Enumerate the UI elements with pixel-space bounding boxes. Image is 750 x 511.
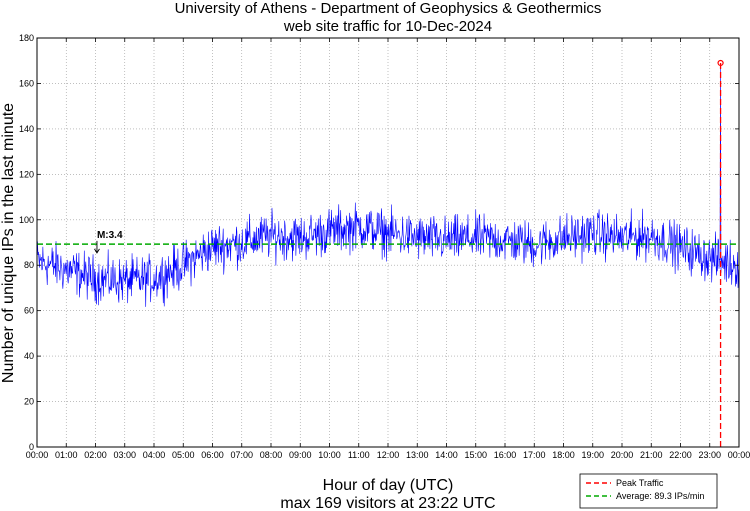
x-tick-label: 00:00 xyxy=(26,450,49,460)
x-tick-label: 21:00 xyxy=(640,450,663,460)
x-tick-label: 02:00 xyxy=(84,450,107,460)
y-tick-label: 40 xyxy=(24,351,34,361)
x-tick-label: 10:00 xyxy=(318,450,341,460)
x-tick-label: 16:00 xyxy=(494,450,517,460)
x-tick-label: 23:00 xyxy=(698,450,721,460)
x-tick-label: 01:00 xyxy=(55,450,78,460)
peak-marker xyxy=(717,59,724,67)
x-tick-label: 20:00 xyxy=(611,450,634,460)
y-axis-label: Number of unique IPs in the last minute xyxy=(0,103,17,383)
chart-subtitle: web site traffic for 10-Dec-2024 xyxy=(283,18,492,35)
traffic-line xyxy=(36,62,740,307)
x-tick-label: 13:00 xyxy=(406,450,429,460)
y-tick-label: 60 xyxy=(24,306,34,316)
x-tick-label: 22:00 xyxy=(669,450,692,460)
x-tick-label: 08:00 xyxy=(260,450,283,460)
x-tick-label: 11:00 xyxy=(348,450,370,460)
x-tick-label: 15:00 xyxy=(464,450,487,460)
x-axis-label: Hour of day (UTC) xyxy=(323,477,454,494)
y-tick-label: 140 xyxy=(19,124,34,134)
x-tick-label: 05:00 xyxy=(172,450,195,460)
x-tick-label: 14:00 xyxy=(435,450,458,460)
legend-average-label: Average: 89.3 IPs/min xyxy=(616,491,704,501)
x-tick-label: 09:00 xyxy=(289,450,312,460)
x-tick-label: 06:00 xyxy=(201,450,224,460)
y-tick-label: 0 xyxy=(29,442,34,452)
reference-lines: M:3.4 xyxy=(37,59,739,447)
traffic-series xyxy=(36,62,740,307)
x-tick-label: 03:00 xyxy=(113,450,136,460)
legend-peak-label: Peak Traffic xyxy=(616,478,664,488)
legend-box xyxy=(579,473,718,509)
grid xyxy=(37,38,739,447)
x-tick-label: 00:00 xyxy=(728,450,750,460)
annotation-arrow-head xyxy=(94,248,100,254)
peak-summary: max 169 visitors at 23:22 UTC xyxy=(280,495,495,511)
x-tick-label: 12:00 xyxy=(377,450,400,460)
y-tick-label: 180 xyxy=(19,33,34,43)
x-tick-label: 18:00 xyxy=(552,450,575,460)
y-tick-label: 20 xyxy=(24,397,34,407)
y-tick-label: 80 xyxy=(24,260,34,270)
axis-ticks: 00:00 01:00 02:00 03:00 04:00 05:00 06:00 07:00… xyxy=(19,33,750,460)
y-tick-label: 160 xyxy=(19,78,34,88)
chart-title: University of Athens - Department of Geo… xyxy=(175,0,602,17)
x-tick-label: 19:00 xyxy=(581,450,604,460)
y-tick-label: 120 xyxy=(19,169,34,179)
y-tick-label: 100 xyxy=(19,215,34,225)
x-tick-label: 17:00 xyxy=(523,450,546,460)
x-tick-label: 07:00 xyxy=(230,450,253,460)
x-tick-label: 04:00 xyxy=(143,450,166,460)
legend: Peak Traffic Average: 89.3 IPs/min xyxy=(579,473,718,509)
min-annotation: M:3.4 xyxy=(97,230,123,241)
